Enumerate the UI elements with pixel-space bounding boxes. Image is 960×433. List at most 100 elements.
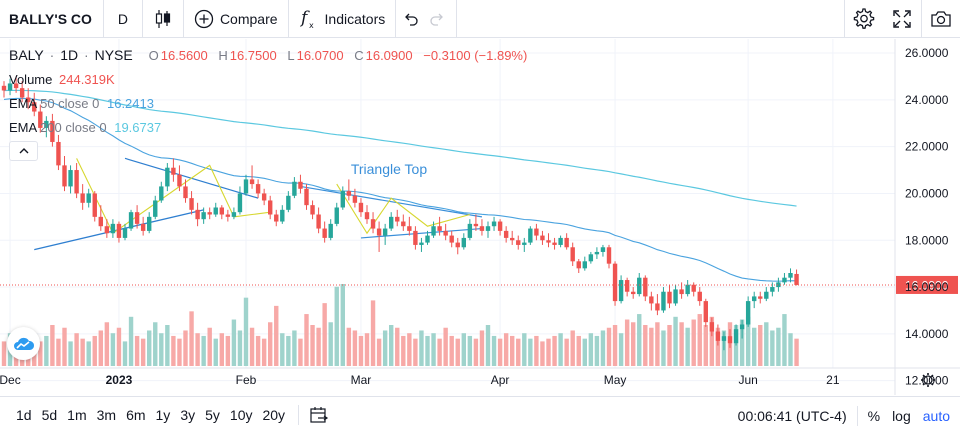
volume-bar	[50, 325, 55, 366]
volume-bar	[177, 338, 182, 366]
volume-bar	[201, 335, 206, 366]
price-axis[interactable]: 26.0000 24.0000 22.0000 20.0000 18.0000 16.00…	[894, 39, 949, 395]
svg-text:x: x	[309, 21, 314, 30]
volume-bar	[612, 325, 618, 366]
candle	[159, 181, 164, 203]
legend-main-row[interactable]: BALY · 1D · NYSE O 16.5600 H 16.7500 L 16.0…	[9, 47, 528, 63]
candle	[134, 205, 140, 229]
legend-ema200-row[interactable]: EMA 200 close 0 19.6737	[9, 120, 161, 135]
candle	[733, 324, 739, 346]
range-20y[interactable]: 20y	[262, 407, 286, 423]
candle	[364, 205, 370, 224]
redo-button[interactable]	[424, 0, 456, 38]
volume-bar	[425, 335, 430, 366]
volume-bar	[637, 314, 642, 366]
candle	[497, 219, 503, 236]
triangle-zigzag[interactable]	[336, 183, 470, 235]
indicators-button[interactable]: f x Indicators	[289, 0, 396, 38]
settings-button[interactable]	[845, 0, 883, 38]
volume-bar	[225, 335, 231, 366]
volume-bar	[576, 335, 581, 366]
clock-timezone[interactable]: 00:06:41 (UTC-4)	[737, 407, 847, 424]
fullscreen-button[interactable]	[883, 0, 921, 38]
candle	[68, 165, 73, 194]
camera-icon	[931, 11, 951, 27]
volume-bar	[649, 327, 654, 366]
chart-type-button[interactable]	[143, 0, 183, 38]
range-10y[interactable]: 10y	[229, 407, 253, 423]
bottom-toolbar: 1d 5d 1m 3m 6m 1y 3y 5y 10y 20y 00:06:41…	[0, 396, 960, 433]
gear-icon	[853, 8, 875, 29]
range-3m[interactable]: 3m	[96, 407, 117, 423]
volume-bar	[243, 297, 249, 366]
candle	[600, 244, 606, 257]
symbol-search-button[interactable]: BALLY'S CO	[9, 10, 92, 27]
range-6m[interactable]: 6m	[126, 407, 146, 423]
candle	[588, 251, 594, 264]
compare-button[interactable]: Compare	[184, 0, 288, 38]
candle	[128, 209, 134, 231]
triangle-top-upper[interactable]	[300, 185, 483, 218]
toolbar-separator	[102, 0, 104, 38]
candle	[473, 214, 479, 231]
volume-bar	[739, 319, 745, 366]
bottom-separator	[298, 405, 300, 425]
change-value: −0.3100 (−1.89%)	[423, 48, 528, 63]
candle	[116, 221, 122, 243]
legend-collapse-button[interactable]	[9, 141, 38, 161]
legend-volume-row[interactable]: Volume 244.319K	[9, 72, 115, 87]
volume-bar	[322, 303, 327, 366]
pattern-annotation-label[interactable]: Triangle Top	[351, 161, 427, 177]
volume-bar	[667, 325, 672, 366]
candle	[745, 296, 751, 327]
volume-bar	[364, 333, 370, 366]
percent-toggle[interactable]: %	[867, 407, 881, 424]
volume-bar	[491, 335, 497, 366]
volume-bar	[231, 319, 237, 366]
range-5d[interactable]: 5d	[41, 407, 58, 423]
undo-button[interactable]	[396, 0, 424, 38]
volume-bar	[298, 338, 303, 366]
triangle-top-lower[interactable]	[360, 227, 482, 239]
volume-bar	[249, 327, 255, 366]
toolbar-separator	[921, 0, 922, 38]
volume-bar	[516, 338, 521, 366]
log-toggle[interactable]: log	[892, 407, 911, 424]
range-1d[interactable]: 1d	[16, 407, 32, 423]
range-1m[interactable]: 1m	[67, 407, 87, 423]
go-to-date-button[interactable]	[299, 406, 329, 424]
candle	[153, 195, 158, 220]
candle	[485, 221, 491, 238]
interval-button[interactable]: D	[117, 10, 128, 27]
volume-bar	[292, 330, 297, 366]
range-1y[interactable]: 1y	[155, 407, 171, 423]
ema50-label: EMA	[9, 96, 37, 111]
volume-bar	[116, 327, 122, 366]
volume-bar	[437, 338, 442, 366]
time-axis[interactable]: Dec 2023 Feb Mar Apr May Jun 21	[0, 367, 960, 387]
auto-toggle[interactable]: auto	[922, 407, 950, 424]
volume-value: 244.319K	[59, 72, 115, 87]
candle	[237, 186, 243, 215]
price-chart[interactable]: Triangle Top 16.0900 26.0000 24.0000 22.00…	[0, 39, 960, 395]
snapshot-button[interactable]	[922, 0, 960, 38]
candle	[255, 179, 261, 199]
volume-bar	[794, 338, 799, 366]
range-5y[interactable]: 5y	[205, 407, 220, 423]
legend-ema50-row[interactable]: EMA 50 close 0 16.2413	[9, 96, 154, 111]
time-tick-label: Apr	[491, 373, 510, 387]
axis-settings-icon[interactable]	[921, 373, 935, 387]
toolbar-separator	[456, 0, 458, 38]
candle	[171, 158, 176, 182]
candle	[618, 275, 624, 304]
volume-bar	[745, 316, 751, 366]
candle	[776, 277, 781, 292]
volume-bar	[709, 316, 715, 366]
bottom-right-controls: 00:06:41 (UTC-4) % log auto	[732, 397, 960, 433]
open-value: 16.5600	[160, 48, 208, 63]
range-3y[interactable]: 3y	[180, 407, 196, 423]
tradingview-logo[interactable]	[7, 327, 40, 360]
volume-bar	[328, 322, 333, 366]
chart-legend: BALY · 1D · NYSE O 16.5600 H 16.7500 L 16.0…	[9, 47, 531, 63]
volume-bar	[479, 330, 485, 366]
